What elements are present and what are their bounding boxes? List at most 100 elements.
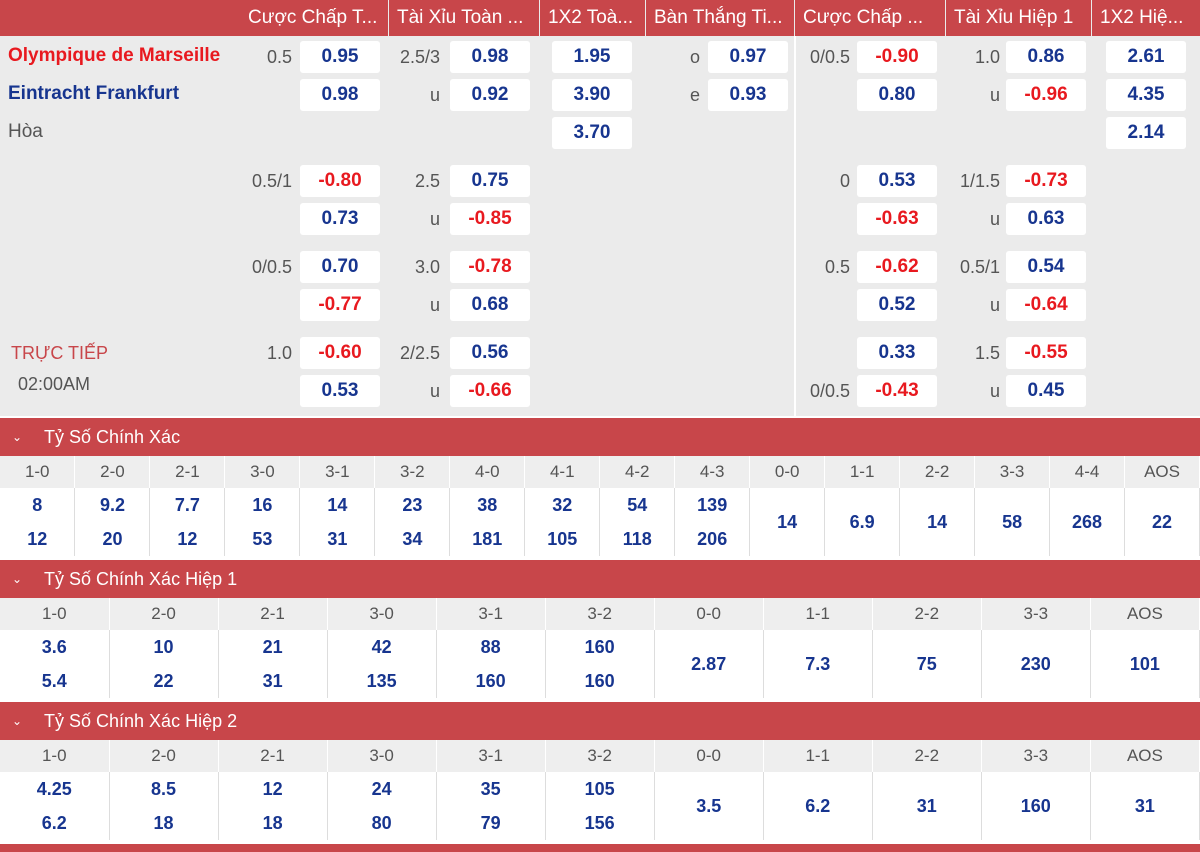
header-handicap-ft[interactable]: Cược Chấp T... bbox=[240, 0, 388, 36]
score-odds[interactable]: 9.2 bbox=[74, 488, 151, 522]
odds-button[interactable]: 0.98 bbox=[300, 79, 380, 111]
odds-button[interactable]: -0.55 bbox=[1006, 337, 1086, 369]
score-odds[interactable]: 105 bbox=[524, 522, 601, 556]
score-odds[interactable]: 206 bbox=[674, 522, 751, 556]
score-odds[interactable]: 32 bbox=[524, 488, 601, 522]
draw-score-odds[interactable]: 58 bbox=[974, 488, 1051, 556]
score-odds[interactable]: 7.7 bbox=[149, 488, 226, 522]
section-header[interactable]: ⌄ Tỷ Số Chính Xác bbox=[0, 418, 1200, 456]
draw-score-odds[interactable]: 6.9 bbox=[824, 488, 901, 556]
score-odds[interactable]: 181 bbox=[449, 522, 526, 556]
score-odds[interactable]: 35 bbox=[436, 772, 546, 806]
score-odds[interactable]: 3.6 bbox=[0, 630, 110, 664]
odds-button[interactable]: 0.63 bbox=[1006, 203, 1086, 235]
odds-button[interactable]: 3.70 bbox=[552, 117, 632, 149]
score-odds[interactable]: 8.5 bbox=[109, 772, 219, 806]
score-odds[interactable]: 12 bbox=[218, 772, 328, 806]
odds-button[interactable]: -0.78 bbox=[450, 251, 530, 283]
score-odds[interactable]: 12 bbox=[149, 522, 226, 556]
score-odds[interactable]: 31 bbox=[299, 522, 376, 556]
aos-odds[interactable]: 101 bbox=[1090, 630, 1200, 698]
score-odds[interactable]: 23 bbox=[374, 488, 451, 522]
score-odds[interactable]: 135 bbox=[327, 664, 437, 698]
draw-score-odds[interactable]: 160 bbox=[981, 772, 1091, 840]
draw-score-odds[interactable]: 14 bbox=[749, 488, 826, 556]
odds-button[interactable]: -0.66 bbox=[450, 375, 530, 407]
draw-score-odds[interactable]: 6.2 bbox=[763, 772, 873, 840]
odds-button[interactable]: -0.90 bbox=[857, 41, 937, 73]
header-1x2-ft[interactable]: 1X2 Toà... bbox=[540, 0, 645, 36]
odds-button[interactable]: 0.45 bbox=[1006, 375, 1086, 407]
odds-button[interactable]: 2.61 bbox=[1106, 41, 1186, 73]
aos-odds[interactable]: 31 bbox=[1090, 772, 1200, 840]
odds-button[interactable]: 0.93 bbox=[708, 79, 788, 111]
score-odds[interactable]: 18 bbox=[109, 806, 219, 840]
header-handicap-h1[interactable]: Cược Chấp ... bbox=[795, 0, 945, 36]
odds-button[interactable]: 0.54 bbox=[1006, 251, 1086, 283]
odds-button[interactable]: -0.73 bbox=[1006, 165, 1086, 197]
odds-button[interactable]: 0.75 bbox=[450, 165, 530, 197]
score-odds[interactable]: 5.4 bbox=[0, 664, 110, 698]
odds-button[interactable]: 0.98 bbox=[450, 41, 530, 73]
odds-button[interactable]: 1.95 bbox=[552, 41, 632, 73]
score-odds[interactable]: 34 bbox=[374, 522, 451, 556]
header-odd-even[interactable]: Bàn Thắng Ti... bbox=[646, 0, 794, 36]
section-header[interactable]: ⌄ Tỷ Số Chính Xác Hiệp 2 bbox=[0, 702, 1200, 740]
draw-score-odds[interactable]: 230 bbox=[981, 630, 1091, 698]
score-odds[interactable]: 160 bbox=[545, 664, 655, 698]
odds-button[interactable]: 3.90 bbox=[552, 79, 632, 111]
odds-button[interactable]: 4.35 bbox=[1106, 79, 1186, 111]
score-odds[interactable]: 105 bbox=[545, 772, 655, 806]
score-odds[interactable]: 6.2 bbox=[0, 806, 110, 840]
score-odds[interactable]: 139 bbox=[674, 488, 751, 522]
score-odds[interactable]: 42 bbox=[327, 630, 437, 664]
header-1x2-h1[interactable]: 1X2 Hiệ... bbox=[1092, 0, 1200, 36]
score-odds[interactable]: 14 bbox=[299, 488, 376, 522]
score-odds[interactable]: 18 bbox=[218, 806, 328, 840]
score-odds[interactable]: 10 bbox=[109, 630, 219, 664]
odds-button[interactable]: 0.68 bbox=[450, 289, 530, 321]
odds-button[interactable]: -0.96 bbox=[1006, 79, 1086, 111]
score-odds[interactable]: 88 bbox=[436, 630, 546, 664]
score-odds[interactable]: 16 bbox=[224, 488, 301, 522]
draw-score-odds[interactable]: 3.5 bbox=[654, 772, 764, 840]
odds-button[interactable]: 0.92 bbox=[450, 79, 530, 111]
score-odds[interactable]: 160 bbox=[436, 664, 546, 698]
score-odds[interactable]: 12 bbox=[0, 522, 76, 556]
draw-score-odds[interactable]: 75 bbox=[872, 630, 982, 698]
score-odds[interactable]: 79 bbox=[436, 806, 546, 840]
score-odds[interactable]: 8 bbox=[0, 488, 76, 522]
odds-button[interactable]: 0.86 bbox=[1006, 41, 1086, 73]
odds-button[interactable]: -0.60 bbox=[300, 337, 380, 369]
draw-score-odds[interactable]: 268 bbox=[1049, 488, 1126, 556]
draw-score-odds[interactable]: 7.3 bbox=[763, 630, 873, 698]
chevron-down-icon[interactable]: ⌄ bbox=[12, 714, 23, 728]
odds-button[interactable]: 0.95 bbox=[300, 41, 380, 73]
odds-button[interactable]: 2.14 bbox=[1106, 117, 1186, 149]
score-odds[interactable]: 31 bbox=[218, 664, 328, 698]
odds-button[interactable]: 0.97 bbox=[708, 41, 788, 73]
odds-button[interactable]: -0.80 bbox=[300, 165, 380, 197]
score-odds[interactable]: 20 bbox=[74, 522, 151, 556]
odds-button[interactable]: -0.62 bbox=[857, 251, 937, 283]
score-odds[interactable]: 80 bbox=[327, 806, 437, 840]
odds-button[interactable]: 0.53 bbox=[300, 375, 380, 407]
header-over-under-ft[interactable]: Tài Xỉu Toàn ... bbox=[389, 0, 539, 36]
odds-button[interactable]: 0.56 bbox=[450, 337, 530, 369]
odds-button[interactable]: 0.53 bbox=[857, 165, 937, 197]
odds-button[interactable]: -0.77 bbox=[300, 289, 380, 321]
odds-button[interactable]: -0.64 bbox=[1006, 289, 1086, 321]
score-odds[interactable]: 160 bbox=[545, 630, 655, 664]
odds-button[interactable]: -0.85 bbox=[450, 203, 530, 235]
header-over-under-h1[interactable]: Tài Xỉu Hiệp 1 bbox=[946, 0, 1091, 36]
score-odds[interactable]: 54 bbox=[599, 488, 676, 522]
odds-button[interactable]: 0.33 bbox=[857, 337, 937, 369]
score-odds[interactable]: 22 bbox=[109, 664, 219, 698]
aos-odds[interactable]: 22 bbox=[1124, 488, 1200, 556]
score-odds[interactable]: 24 bbox=[327, 772, 437, 806]
section-header[interactable]: ⌄ Tỷ Số Chính Xác Hiệp 1 bbox=[0, 560, 1200, 598]
odds-button[interactable]: 0.52 bbox=[857, 289, 937, 321]
chevron-down-icon[interactable]: ⌄ bbox=[12, 430, 23, 444]
draw-score-odds[interactable]: 2.87 bbox=[654, 630, 764, 698]
odds-button[interactable]: -0.63 bbox=[857, 203, 937, 235]
